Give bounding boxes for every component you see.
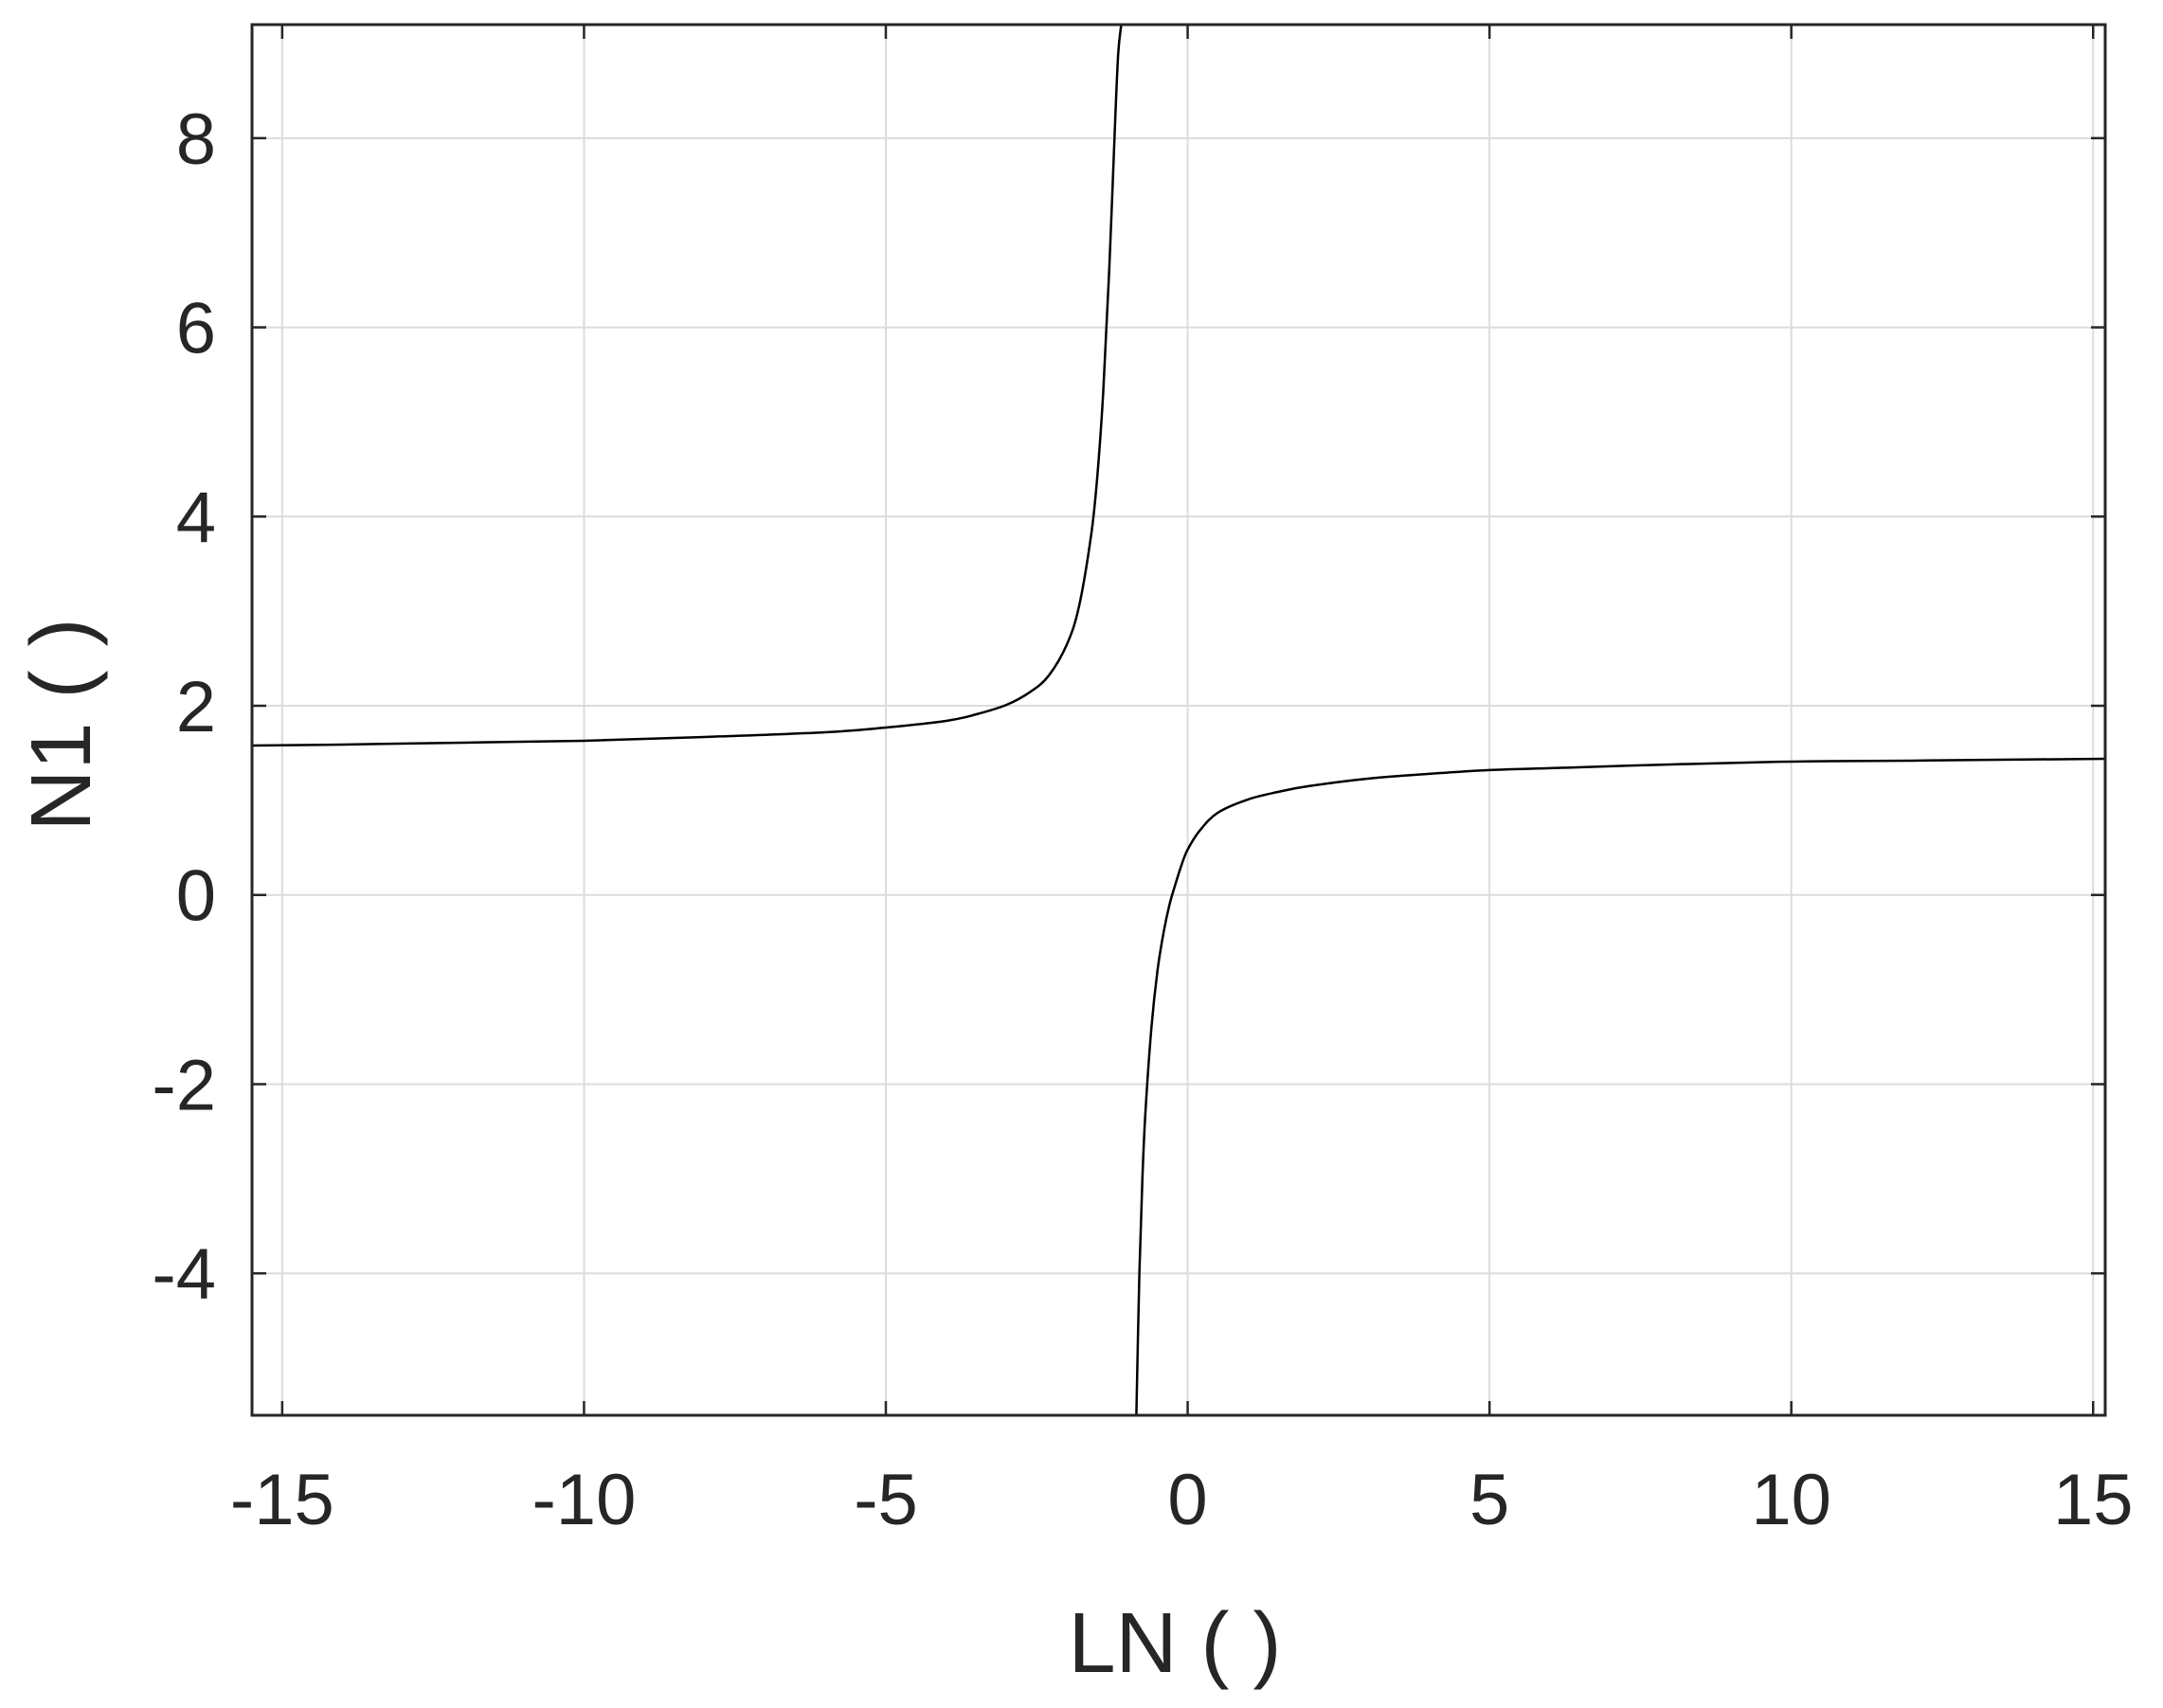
y-tick-label: -4 bbox=[152, 1234, 216, 1315]
series-line-2 bbox=[1135, 757, 2105, 1415]
x-tick-label: 5 bbox=[1469, 1460, 1509, 1540]
x-tick-label: -5 bbox=[854, 1460, 918, 1540]
y-tick-label: 2 bbox=[176, 667, 216, 747]
x-axis-label: LN ( ) bbox=[1069, 1596, 1282, 1691]
y-tick-label: 6 bbox=[176, 289, 216, 369]
series-line-1 bbox=[252, 25, 1123, 747]
x-tick-label: 15 bbox=[2053, 1460, 2134, 1540]
x-tick-label: -15 bbox=[230, 1460, 334, 1540]
y-tick-label: 0 bbox=[176, 856, 216, 937]
x-tick-label: -10 bbox=[532, 1460, 637, 1540]
x-tick-label: 0 bbox=[1167, 1460, 1207, 1540]
y-axis-label: N1 ( ) bbox=[14, 619, 109, 832]
x-tick-label: 10 bbox=[1751, 1460, 1831, 1540]
y-tick-label: 8 bbox=[176, 99, 216, 180]
axes bbox=[250, 23, 2107, 1417]
y-tick-label: 4 bbox=[176, 477, 216, 558]
axes-box bbox=[250, 23, 2107, 1417]
tick-labels: -15 -10 -5 0 5 10 15 -4 -2 0 2 4 6 8 bbox=[152, 99, 2133, 1540]
y-tick-label: -2 bbox=[152, 1045, 216, 1125]
plot-area bbox=[252, 25, 2105, 1415]
grid bbox=[252, 25, 2105, 1415]
